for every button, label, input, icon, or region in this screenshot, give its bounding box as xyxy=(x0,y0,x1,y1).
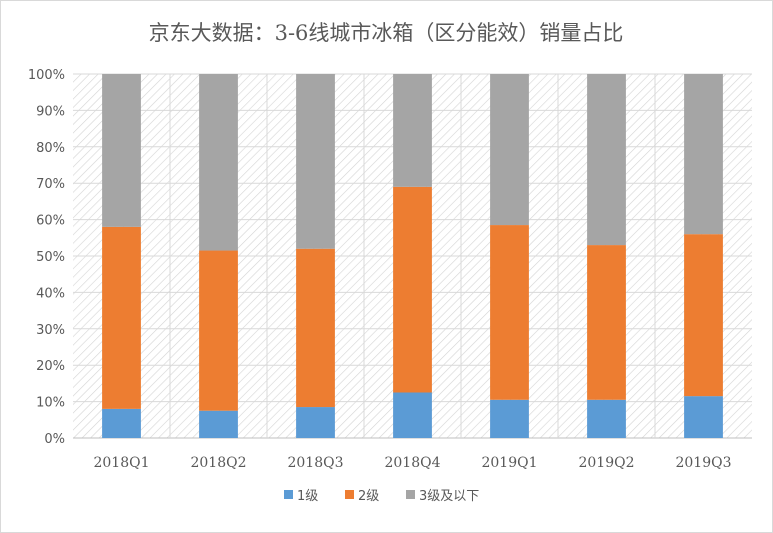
y-tick-label: 70% xyxy=(36,177,65,192)
bar-segment xyxy=(296,407,335,438)
legend-label: 1级 xyxy=(297,489,318,504)
x-axis: 2018Q1 2018Q2 2018Q3 2018Q4 2019Q1 2019Q2 2019… xyxy=(93,455,731,471)
legend-swatch xyxy=(406,490,415,499)
y-tick-label: 60% xyxy=(36,214,65,229)
x-tick-label: 2018Q1 xyxy=(93,455,149,471)
legend-item: 1级 xyxy=(284,489,318,504)
bar-segment xyxy=(102,226,141,409)
bar-segment xyxy=(296,248,335,408)
y-tick-label: 80% xyxy=(36,141,65,156)
bar-segment xyxy=(199,74,238,251)
legend-label: 3级及以下 xyxy=(419,489,479,504)
x-tick-label: 2018Q2 xyxy=(190,455,246,471)
y-axis: 0% 10% 20% 30% 40% 50% 60% 70% 80% 90% 100% xyxy=(28,68,65,447)
bar-segment xyxy=(199,250,238,411)
legend-item: 2级 xyxy=(345,489,379,504)
chart-title: 京东大数据：3-6线城市冰箱（区分能效）销量占比 xyxy=(149,21,624,45)
y-tick-label: 100% xyxy=(28,68,65,83)
bar-segment xyxy=(684,234,723,397)
bar-segment xyxy=(490,225,529,400)
legend: 1级 2级 3级及以下 xyxy=(284,489,479,504)
legend-swatch xyxy=(284,490,293,499)
legend-label: 2级 xyxy=(358,489,379,504)
bar-segment xyxy=(684,396,723,438)
bar-segment xyxy=(393,392,432,438)
legend-swatch xyxy=(345,490,354,499)
x-tick-label: 2018Q3 xyxy=(287,455,343,471)
y-tick-label: 30% xyxy=(36,323,65,338)
bar-segment xyxy=(587,245,626,400)
y-tick-label: 40% xyxy=(36,286,65,301)
bar-segment xyxy=(587,399,626,438)
bar-segment xyxy=(102,408,141,438)
y-tick-label: 90% xyxy=(36,104,65,119)
x-tick-label: 2019Q2 xyxy=(578,455,634,471)
y-tick-label: 10% xyxy=(36,396,65,411)
bar-segment xyxy=(490,74,529,226)
bar-segment xyxy=(587,74,626,246)
x-tick-label: 2018Q4 xyxy=(384,455,440,471)
bar-segment xyxy=(684,74,723,235)
bar-segment xyxy=(393,74,432,187)
x-tick-label: 2019Q3 xyxy=(675,455,731,471)
bar-segment xyxy=(490,399,529,438)
bar-segment xyxy=(102,74,141,227)
bar-segment xyxy=(199,410,238,438)
x-tick-label: 2019Q1 xyxy=(481,455,537,471)
y-tick-label: 20% xyxy=(36,359,65,374)
bar-segment xyxy=(296,74,335,249)
legend-item: 3级及以下 xyxy=(406,489,479,504)
bars xyxy=(102,74,723,438)
y-tick-label: 0% xyxy=(44,432,65,447)
y-tick-label: 50% xyxy=(36,250,65,265)
bar-segment xyxy=(393,186,432,393)
